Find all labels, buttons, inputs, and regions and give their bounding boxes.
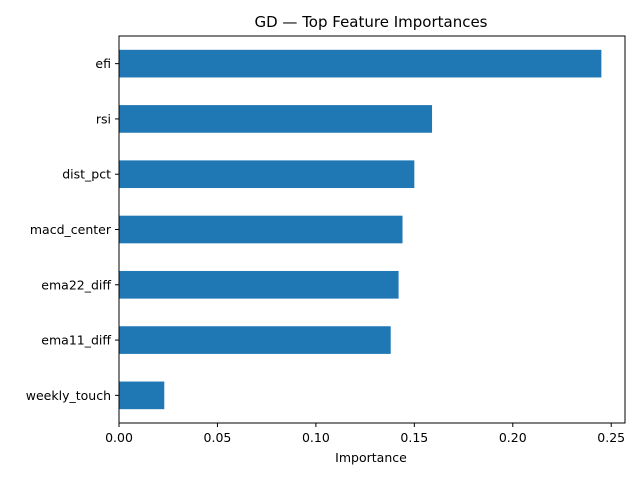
y-tick-label-efi: efi (95, 56, 111, 71)
y-tick-label-dist_pct: dist_pct (62, 167, 111, 182)
chart-title: GD — Top Feature Importances (254, 13, 487, 31)
bar-ema22_diff (119, 270, 399, 299)
plot-frame (118, 35, 626, 424)
x-axis-ticks: 0.00 0.05 0.10 0.15 0.20 0.25 (105, 423, 625, 445)
x-tick-label: 0.20 (499, 430, 527, 445)
bars-group (119, 49, 602, 410)
bar-rsi (119, 105, 433, 133)
y-tick-label-rsi: rsi (96, 111, 111, 126)
y-tick-label-weekly_touch: weekly_touch (26, 388, 111, 403)
x-tick-label: 0.00 (105, 430, 133, 445)
y-axis-ticks: efi rsi dist_pct macd_center ema22_diff ema11… (26, 56, 119, 403)
x-tick-label: 0.25 (597, 430, 625, 445)
x-axis-label: Importance (335, 450, 407, 465)
y-tick-label-ema22_diff: ema22_diff (41, 277, 111, 292)
bar-efi (119, 49, 602, 78)
bar-weekly_touch (119, 381, 165, 410)
bar-macd_center (119, 215, 403, 244)
x-tick-label: 0.05 (204, 430, 232, 445)
bar-dist_pct (119, 160, 415, 189)
y-tick-label-ema11_diff: ema11_diff (41, 333, 111, 348)
x-tick-label: 0.10 (302, 430, 330, 445)
x-tick-label: 0.15 (400, 430, 428, 445)
y-tick-label-macd_center: macd_center (30, 222, 112, 237)
bar-ema11_diff (119, 326, 391, 354)
